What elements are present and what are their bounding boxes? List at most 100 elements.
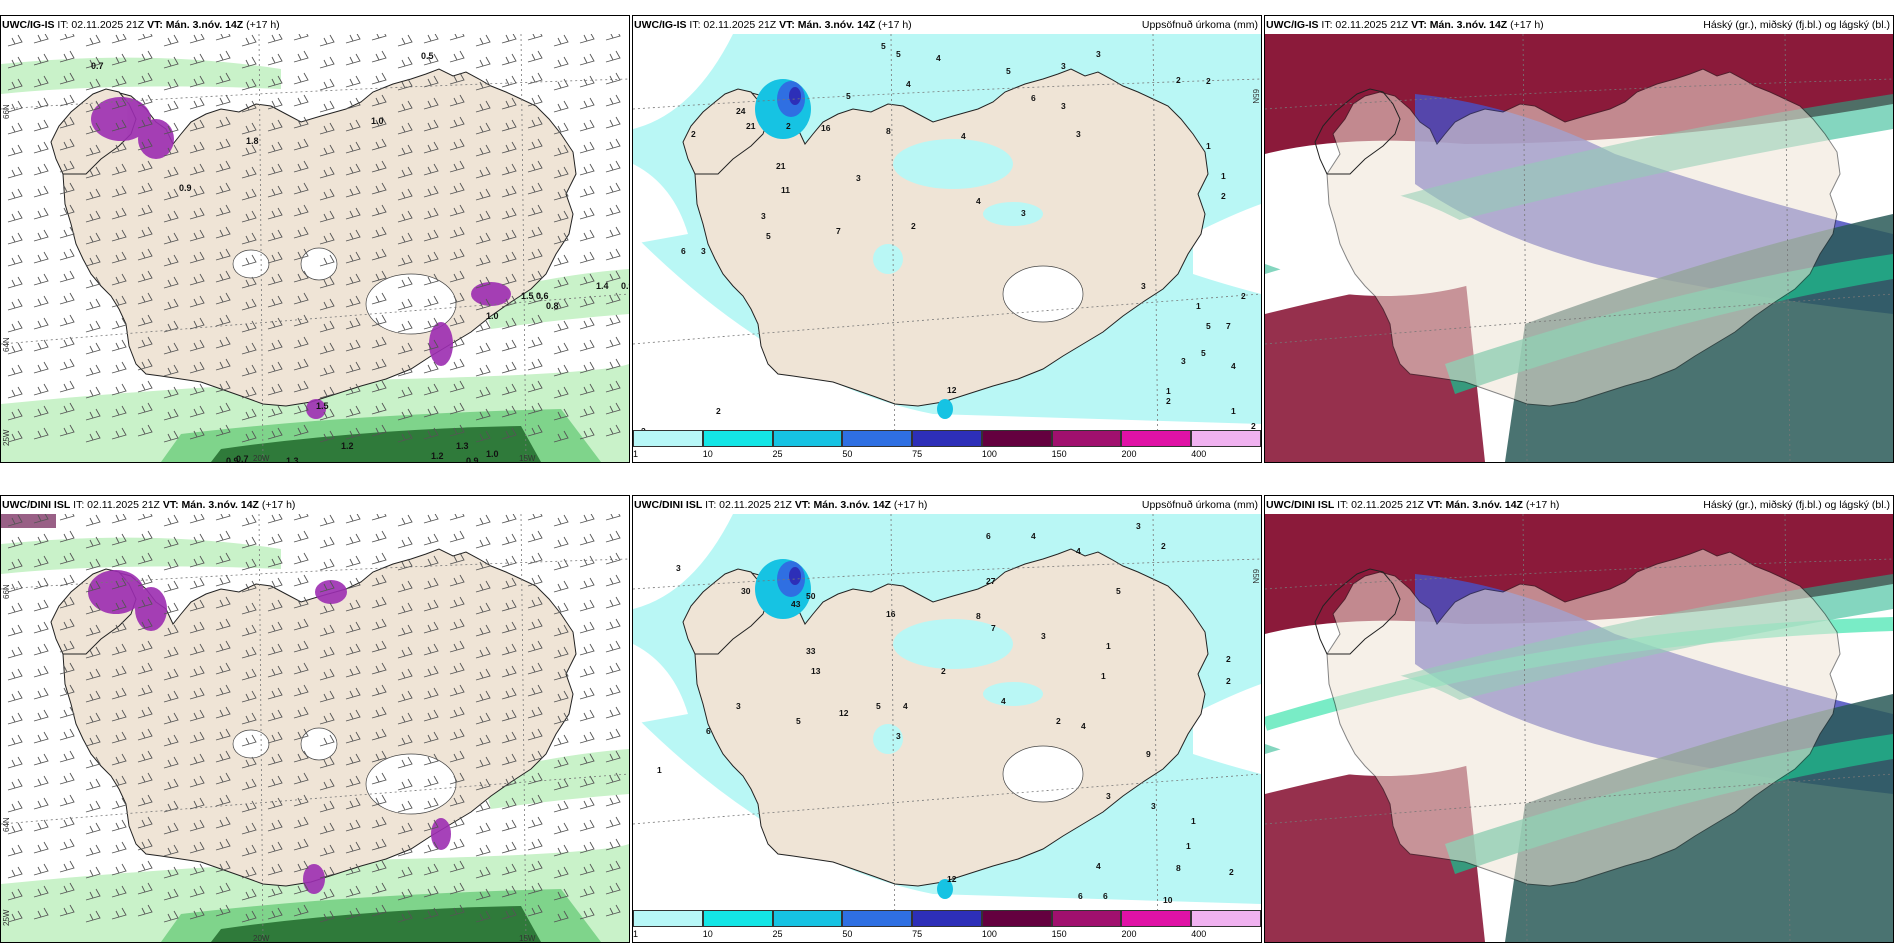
precip-value-label: 33 [806, 646, 816, 656]
legend-swatch [842, 430, 913, 447]
precip-value-label: 7 [991, 623, 996, 633]
heavy-precip [755, 559, 953, 899]
precip-value-label: 2 [1206, 76, 1211, 86]
precip-value-label: 0.7 [91, 61, 104, 71]
lat-label-66n: 66N [2, 104, 11, 119]
lat-label-65n: 65N [1251, 89, 1260, 104]
precip-value-label: 3 [1136, 521, 1141, 531]
map-area[interactable]: 66N 64N 25W 20W 15W [1, 514, 629, 942]
panel-precip-ig-is: 5 5 4 5 3 3 2 2 5 4 2 2 8 6 3 3 4 1 16 21 24 21 11 3 7 2 3 4 6 3 3 5 1 2 3… [632, 15, 1262, 463]
precip-color-legend: 1 10 25 50 75 100 150 200 400 [633, 430, 1261, 462]
precip-value-label: 1.0 [371, 116, 384, 126]
precip-value-label: 12 [947, 385, 957, 395]
precip-value-label: 3 [1076, 129, 1081, 139]
dry-areas [633, 34, 1261, 430]
legend-label: 1 [633, 929, 639, 939]
precip-value-label: 43 [791, 599, 801, 609]
legend-swatch [912, 910, 982, 927]
precip-value-label: 2 [786, 121, 791, 131]
precip-value-label: 9 [1146, 749, 1151, 759]
precip-value-label: 2 [716, 406, 721, 416]
precip-value-label: 10 [1163, 895, 1173, 905]
precip-value-label: 4 [976, 196, 981, 206]
init-time: IT: 02.11.2025 21Z [1318, 19, 1412, 31]
precip-shading [873, 139, 1043, 274]
westfjords-land [682, 568, 769, 655]
legend-label: 50 [842, 929, 853, 939]
legend-swatch [842, 910, 913, 927]
lead-time: (+17 h) [1522, 499, 1560, 511]
precip-value-label: 1 [1191, 816, 1196, 826]
precip-value-label: 3 [1021, 208, 1026, 218]
init-time: IT: 02.11.2025 21Z [54, 19, 148, 31]
model-label: UWC/IG-IS [1266, 19, 1319, 31]
precip-value-label: 2 [1241, 291, 1246, 301]
panel-title: UWC/IG-IS IT: 02.11.2025 21Z VT: Mán. 3.… [2, 18, 280, 32]
precip-value-label: 1.8 [246, 136, 259, 146]
precip-value-label: 12 [839, 708, 849, 718]
precip-value-label: 5 [1006, 66, 1011, 76]
legend-label: 75 [912, 449, 923, 459]
lead-time: (+17 h) [1507, 19, 1544, 31]
precip-value-label: 1 [1231, 406, 1236, 416]
precip-value-label: 3 [1141, 281, 1146, 291]
precip-value-label: 0.9 [179, 183, 192, 193]
precip-value-label: 16 [821, 123, 831, 133]
legend-swatch [1051, 910, 1122, 927]
map-area[interactable]: 66N 64N 25W 20W 15W 0.7 0.5 1.8 1.0 0.9 1.5 0.6 0.8 1… [1, 34, 629, 462]
precip-value-label: 1.5 [316, 401, 329, 411]
precip-value-label: 2 [1226, 654, 1231, 664]
valid-time: VT: Mán. 3.nóv. 14Z [147, 19, 244, 31]
precip-value-label: 4 [1096, 861, 1101, 871]
iceland-land [694, 68, 1209, 407]
graticule [1, 34, 629, 462]
precip-value-label: 1.0 [486, 311, 499, 321]
precip-value-label: 0.5 [421, 51, 434, 61]
legend-swatch [772, 430, 843, 447]
glaciers [1002, 745, 1084, 803]
lead-time: (+17 h) [890, 499, 928, 511]
lead-time: (+17 h) [875, 19, 912, 31]
map-area[interactable]: 6 4 3 3 2 4 5 27 16 8 7 3 50 43 30 13 33 2 1 1 2 2 5 4 6 3 5 12 4 3 1 2… [633, 514, 1261, 942]
init-time: IT: 02.11.2025 21Z [1334, 499, 1427, 511]
legend-swatch [981, 430, 1052, 447]
precip-value-label: 6 [706, 726, 711, 736]
iceland-land [694, 548, 1209, 887]
panel-wind-ig-is: 66N 64N 25W 20W 15W 0.7 0.5 1.8 1.0 0.9 1.5 0.6 0.8 1… [0, 15, 630, 463]
model-label: UWC/IG-IS [634, 19, 687, 31]
legend-swatch [702, 910, 773, 927]
precip-value-label: 2 [1229, 867, 1234, 877]
map-area[interactable]: 5 5 4 5 3 3 2 2 5 4 2 2 8 6 3 3 4 1 16 21 24 21 11 3 7 2 3 4 6 3 3 5 1 2 3… [633, 34, 1261, 462]
precip-value-label: 1.2 [431, 451, 444, 461]
precip-value-label: 4 [1001, 696, 1006, 706]
precip-value-label: 1 [1206, 141, 1211, 151]
precip-value-label: 13 [811, 666, 821, 676]
iceland-land [1326, 68, 1841, 407]
precip-value-label: 2 [691, 129, 696, 139]
precip-value-label: 7 [1226, 321, 1231, 331]
precip-value-label: 1.0 [486, 449, 499, 459]
map-area[interactable] [1265, 514, 1893, 942]
lon-label-25w: 25W [2, 429, 11, 446]
precip-value-label: 3 [676, 563, 681, 573]
lon-label-25w: 25W [2, 909, 11, 926]
precip-value-label: 3 [1041, 631, 1046, 641]
precip-value-label: 0.6 [536, 291, 549, 301]
precip-value-label: 1.3 [456, 441, 469, 451]
snow-shading [1, 514, 451, 894]
precip-value-label: 4 [906, 79, 911, 89]
precip-value-label: 2 [1166, 396, 1171, 406]
legend-swatch [1121, 430, 1192, 447]
precip-value-label: 2 [941, 666, 946, 676]
valid-time: VT: Mán. 3.nóv. 14Z [779, 19, 876, 31]
graticule [633, 34, 1261, 430]
map-area[interactable] [1265, 34, 1893, 462]
precip-value-label: 50 [806, 591, 816, 601]
valid-time: VT: Mán. 3.nóv. 14Z [794, 499, 891, 511]
precip-shading [873, 619, 1043, 754]
legend-swatch [772, 910, 843, 927]
precip-value-label: 0.9 [226, 456, 239, 462]
